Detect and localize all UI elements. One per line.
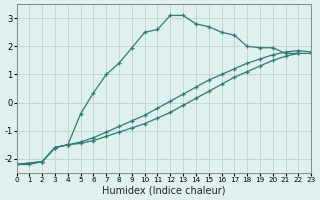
X-axis label: Humidex (Indice chaleur): Humidex (Indice chaleur) [102,186,226,196]
